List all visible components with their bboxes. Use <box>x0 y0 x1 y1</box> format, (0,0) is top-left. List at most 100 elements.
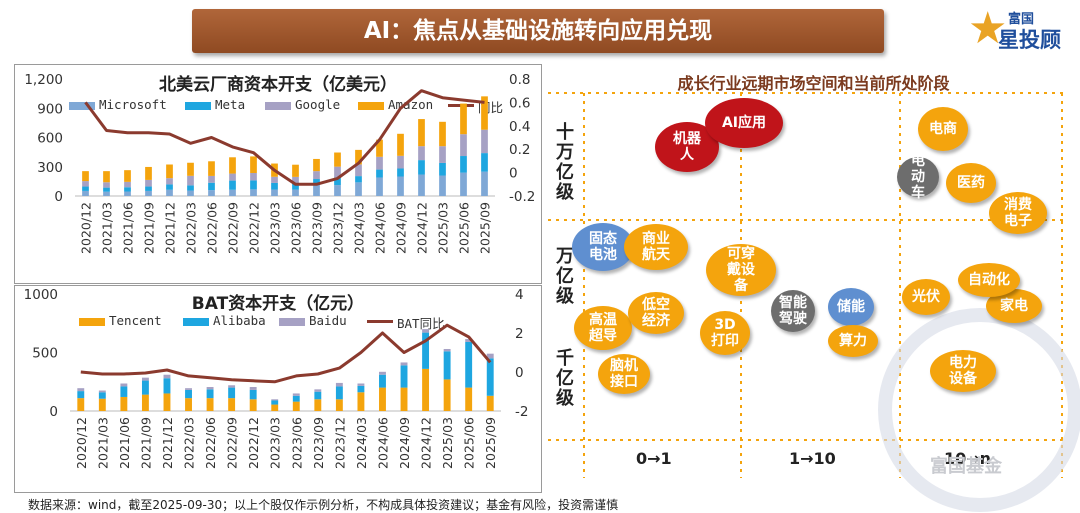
bar-meta <box>376 169 383 178</box>
bar-tencent <box>379 387 386 411</box>
bar-alibaba <box>163 378 171 394</box>
bar-baidu <box>228 385 236 388</box>
bar-tencent <box>206 398 214 411</box>
bar-amazon <box>313 158 320 172</box>
bar-microsoft <box>292 189 299 196</box>
bar-amazon <box>439 121 446 147</box>
y-tick-label: 0 <box>49 404 58 420</box>
bubble-smart-driving-label: 智能驾驶 <box>779 295 807 327</box>
bubble-pharma: 医药 <box>946 163 996 203</box>
y2-tick-label: 2 <box>515 326 524 342</box>
x-tick-label: 2021/12 <box>163 202 178 254</box>
bar-google <box>229 173 236 181</box>
x-tick-label: 2020/12 <box>74 417 89 469</box>
x-tick-label: 2023/03 <box>268 202 283 254</box>
y-label-100t: 十万亿级 <box>556 122 574 203</box>
x-tick-label: 2025/09 <box>478 202 493 254</box>
bar-tencent <box>443 379 451 411</box>
bar-amazon <box>292 164 299 177</box>
bar-microsoft <box>397 176 404 196</box>
x-tick-label: 2023/12 <box>331 202 346 254</box>
bar-tencent <box>400 387 408 411</box>
y-label-100b: 千亿级 <box>556 348 574 409</box>
bar-meta <box>397 168 404 177</box>
bar-baidu <box>98 390 106 393</box>
bar-meta <box>355 176 362 183</box>
bar-meta <box>439 162 446 176</box>
bar-tencent <box>228 398 236 411</box>
bubble-low-altitude-label: 低空经济 <box>642 297 670 329</box>
bar-google <box>208 175 215 183</box>
legend-swatch-meta <box>185 102 211 110</box>
bar-tencent <box>77 398 85 411</box>
bar-baidu <box>335 382 343 387</box>
y-tick-label: 900 <box>37 101 63 117</box>
bar-meta <box>145 186 152 191</box>
y-tick-label: 0 <box>54 189 63 205</box>
bar-baidu <box>379 371 386 375</box>
bar-google <box>376 156 383 170</box>
bubble-consumer-electronics: 消费电子 <box>989 192 1047 234</box>
bar-tencent <box>357 392 365 411</box>
bar-amazon <box>103 171 110 183</box>
us-capex-panel: 北美云厂商资本开支（亿美元） Microsoft Meta Google Ama… <box>14 64 542 284</box>
bar-baidu <box>400 362 408 366</box>
bar-amazon <box>82 171 89 182</box>
bubble-appliances-label: 家电 <box>1000 298 1028 314</box>
y2-tick-label: 0 <box>509 166 518 182</box>
bar-google <box>103 182 110 188</box>
bar-alibaba <box>465 341 473 388</box>
bar-meta <box>250 180 257 190</box>
x-tick-label: 2022/03 <box>184 202 199 254</box>
bubble-3d-printing-label: 3D打印 <box>711 317 739 349</box>
bar-google <box>418 146 425 161</box>
x-tick-label: 2025/03 <box>440 417 455 469</box>
bubble-ecommerce-label: 电商 <box>929 121 957 137</box>
bar-microsoft <box>376 177 383 196</box>
bar-alibaba <box>292 395 300 402</box>
bar-google <box>187 175 194 186</box>
bubble-commercial-space-label: 商业航天 <box>642 231 670 263</box>
bar-meta <box>124 187 131 192</box>
bar-meta <box>229 180 236 190</box>
bar-google <box>481 129 488 154</box>
bar-microsoft <box>229 189 236 196</box>
us-capex-title: 北美云厂商资本开支（亿美元） <box>159 75 397 95</box>
x-tick-label: 2022/09 <box>225 417 240 469</box>
bar-amazon <box>208 161 215 176</box>
y2-tick-label: -2 <box>515 404 528 420</box>
bar-meta <box>208 182 215 191</box>
legend-swatch-google <box>265 102 291 110</box>
bar-tencent <box>314 399 322 411</box>
bar-amazon <box>355 149 362 165</box>
bar-meta <box>481 153 488 172</box>
bubble-power-equipment: 电力设备 <box>930 350 996 392</box>
bubble-3d-printing: 3D打印 <box>700 311 750 355</box>
y-tick-label: 500 <box>32 346 58 362</box>
bar-baidu <box>357 383 365 386</box>
bubble-solid-battery-label: 固态电池 <box>589 231 617 263</box>
bar-google <box>313 171 320 180</box>
bar-alibaba <box>400 365 408 388</box>
bubble-wearables: 可穿戴设备 <box>706 244 776 296</box>
bar-alibaba <box>271 400 279 405</box>
x-label-10-n: 10→n <box>944 449 992 468</box>
logo-main-text: 星投顾 <box>998 28 1061 52</box>
x-tick-label: 2021/12 <box>160 417 175 469</box>
bar-tencent <box>185 398 192 411</box>
bar-tencent <box>249 399 257 411</box>
bar-alibaba <box>228 387 236 399</box>
bubble-bci-label: 脑机接口 <box>610 358 638 390</box>
x-tick-label: 2024/09 <box>397 417 412 469</box>
legend-meta: Meta <box>215 97 246 112</box>
x-tick-label: 2021/03 <box>100 202 115 254</box>
watermark-text: 富国基金 <box>930 456 1002 477</box>
bar-tencent <box>141 394 149 411</box>
bar-baidu <box>314 389 322 392</box>
bar-amazon <box>460 103 467 135</box>
x-tick-label: 2024/03 <box>354 417 369 469</box>
bat-capex-chart: 0 500 1000 -2 0 2 4 2020/12 2021/03 2021/06 2021/0… <box>24 287 529 469</box>
bar-meta <box>418 160 425 175</box>
bar-tencent <box>271 404 279 411</box>
bar-baidu <box>163 374 171 379</box>
